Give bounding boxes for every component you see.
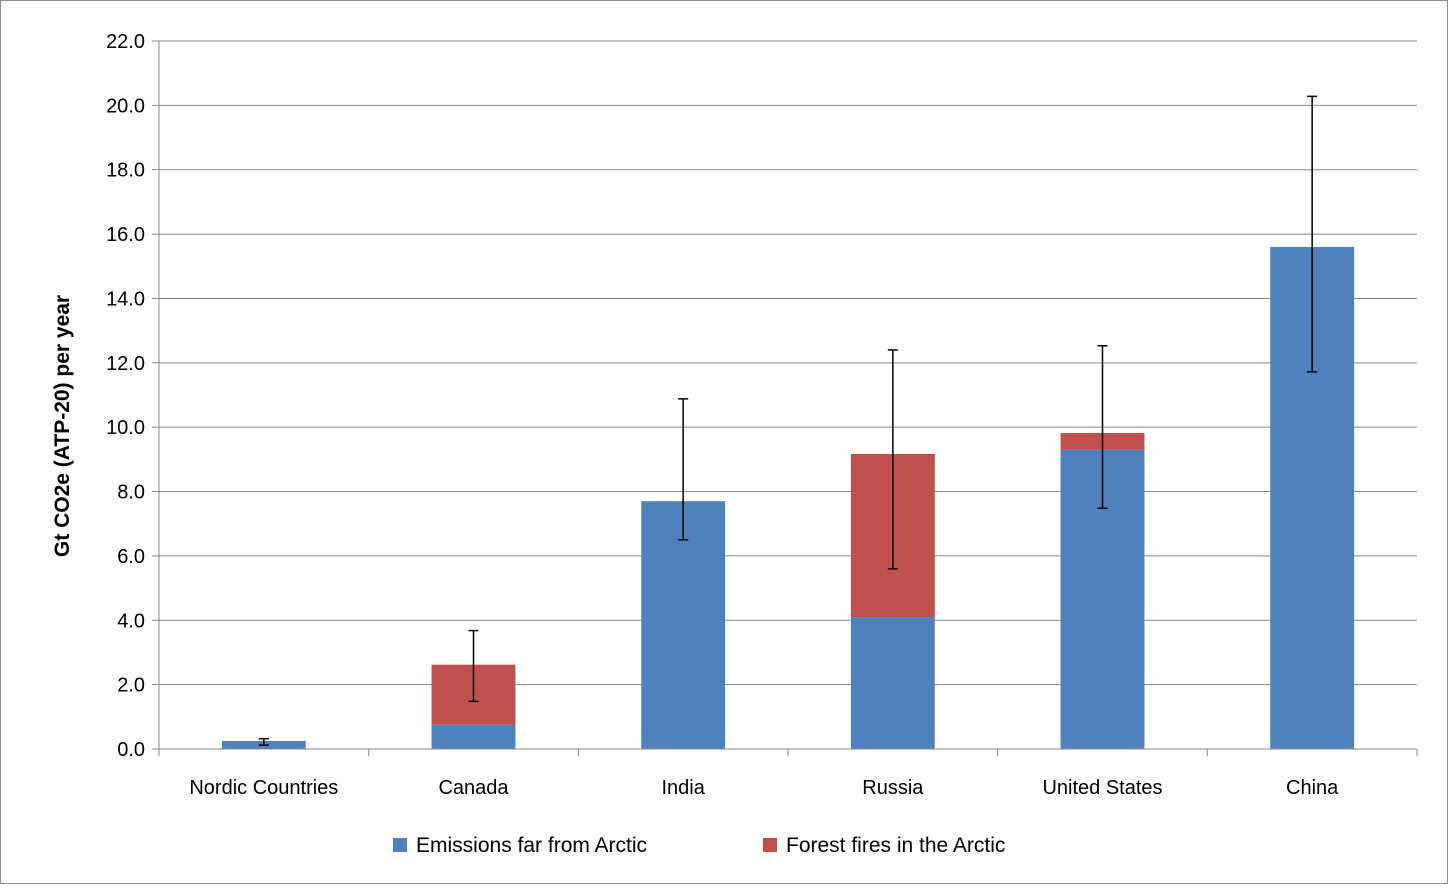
y-tick-label: 14.0: [106, 288, 145, 310]
bar-emissions: [431, 724, 516, 749]
y-tick-label: 4.0: [117, 610, 145, 632]
bar-emissions: [850, 617, 935, 749]
y-tick-label: 8.0: [117, 482, 145, 504]
x-tick-label: United States: [1042, 777, 1162, 799]
y-tick-label: 18.0: [106, 160, 145, 182]
y-tick-label: 6.0: [117, 546, 145, 568]
y-tick-label: 16.0: [106, 224, 145, 246]
x-tick-label: India: [661, 777, 705, 799]
x-tick-label: Nordic Countries: [189, 777, 338, 799]
y-tick-label: 20.0: [106, 95, 145, 117]
y-tick-label: 0.0: [117, 739, 145, 761]
y-tick-label: 12.0: [106, 353, 145, 375]
gridlines: [152, 40, 1417, 750]
legend-swatch: [393, 838, 407, 852]
y-axis-label: Gt CO2e (ATP-20) per year: [51, 295, 74, 557]
x-tick-label: Canada: [438, 777, 509, 799]
legend-label: Forest fires in the Arctic: [786, 834, 1005, 857]
error-bars: [258, 95, 1318, 746]
x-tick-label: China: [1286, 777, 1339, 799]
y-tick-labels: 0.0 2.0 4.0 6.0 8.0 10.0 12.0 14.0 16.0 18.0 20.0 2…: [106, 31, 145, 761]
axes: [158, 41, 1418, 756]
legend: Emissions far from Arctic Forest fires in…: [393, 834, 1005, 857]
x-tick-label: Russia: [862, 777, 924, 799]
legend-label: Emissions far from Arctic: [416, 834, 647, 857]
bar-emissions: [641, 501, 726, 749]
legend-swatch: [763, 838, 777, 852]
bars: [221, 246, 1355, 750]
y-tick-label: 22.0: [106, 31, 145, 53]
y-tick-label: 10.0: [106, 417, 145, 439]
x-tick-labels: Nordic Countries Canada India Russia United …: [189, 777, 1339, 799]
y-tick-label: 2.0: [117, 675, 145, 697]
